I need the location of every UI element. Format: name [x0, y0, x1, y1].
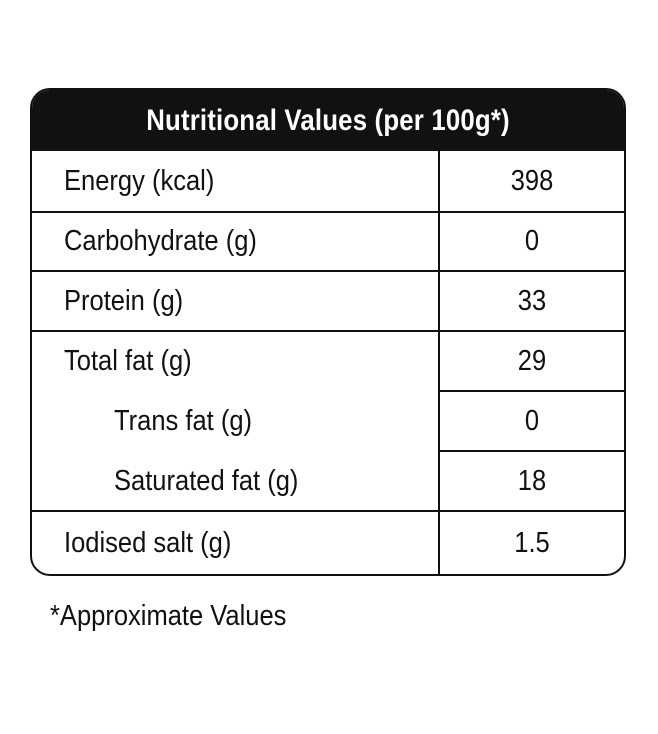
- nutrition-table: Nutritional Values (per 100g*) Energy (k…: [30, 88, 626, 576]
- row-label: Total fat (g): [64, 344, 192, 377]
- row-divider: [32, 270, 624, 272]
- table-row: Saturated fat (g) 18: [32, 452, 624, 510]
- row-divider: [438, 450, 624, 452]
- table-row: Total fat (g) 29: [32, 332, 624, 390]
- row-value: 33: [517, 284, 547, 317]
- table-row: Protein (g) 33: [32, 272, 624, 330]
- row-value: 29: [517, 344, 547, 377]
- table-row: Iodised salt (g) 1.5: [32, 512, 624, 574]
- column-divider: [438, 151, 440, 574]
- row-label: Iodised salt (g): [64, 526, 232, 559]
- row-label: Saturated fat (g): [114, 464, 299, 497]
- row-label: Energy (kcal): [64, 164, 215, 197]
- table-row: Energy (kcal) 398: [32, 151, 624, 211]
- row-label: Carbohydrate (g): [64, 225, 257, 257]
- row-value: 1.5: [514, 526, 550, 559]
- table-header: Nutritional Values (per 100g*): [32, 90, 624, 151]
- row-value: 0: [524, 404, 540, 437]
- row-value: 0: [524, 225, 540, 257]
- row-value: 18: [517, 464, 547, 497]
- row-label: Protein (g): [64, 284, 184, 317]
- table-title: Nutritional Values (per 100g*): [73, 90, 583, 151]
- table-row: Carbohydrate (g) 0: [32, 213, 624, 270]
- row-label: Trans fat (g): [114, 404, 253, 437]
- row-divider: [32, 330, 624, 332]
- row-divider: [32, 211, 624, 213]
- row-divider: [438, 390, 624, 392]
- row-value: 398: [510, 164, 554, 197]
- table-row: Trans fat (g) 0: [32, 392, 624, 450]
- row-divider: [32, 510, 624, 512]
- footnote: *Approximate Values: [50, 600, 287, 632]
